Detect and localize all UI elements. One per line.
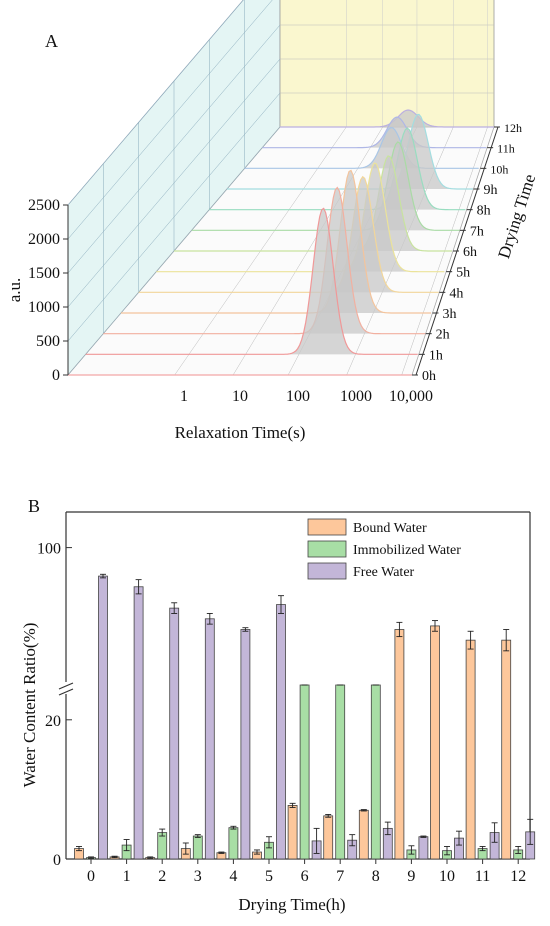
b-x-tick-label: 8: [372, 868, 380, 885]
a-z-tick-label: 2h: [436, 328, 450, 343]
bar-free-water-1: [133, 586, 144, 860]
legend-swatch-0: [307, 518, 347, 536]
a-z-axis: [415, 126, 499, 376]
legend-label-0: Bound Water: [353, 521, 427, 536]
curve-line-6h: [174, 155, 452, 252]
legend-label-2: Free Water: [353, 565, 415, 580]
bar-immobilized-water-6: [299, 684, 310, 860]
a-z-tick-label: 3h: [443, 307, 457, 322]
a-z-tick-label: 11h: [497, 142, 515, 156]
b-y-axis-title: Water Content Ratio(%): [20, 623, 39, 788]
curve-line-5h: [156, 162, 445, 273]
curve-line-12h: [280, 109, 494, 128]
curve-fill-3h: [121, 170, 433, 313]
a-x-axis-title: Relaxation Time(s): [175, 423, 306, 442]
legend-swatch-1: [307, 540, 347, 558]
a-z-tick-label: 6h: [463, 245, 477, 260]
chart-b-bars: [74, 573, 536, 860]
bar-free-water-3: [204, 618, 215, 860]
a-z-tick-label: 7h: [470, 224, 484, 239]
bar-bound-water-11: [465, 639, 476, 860]
panel-b-label: B: [28, 496, 40, 516]
curve-line-11h: [262, 116, 487, 149]
back-wall: [279, 0, 495, 128]
a-z-tick-label: 9h: [484, 183, 498, 198]
curve-line-2h: [103, 186, 426, 335]
a-z-tick-label: 0h: [422, 369, 436, 384]
curve-line-1h: [85, 207, 418, 355]
a-z-tick-label: 12h: [504, 121, 522, 135]
bar-free-water-2: [169, 607, 180, 860]
b-x-tick-label: 2: [158, 868, 166, 885]
a-y-tick-label: 500: [36, 333, 60, 350]
a-z-axis-title: Drying Time: [494, 172, 539, 261]
a-z-tick-label: 5h: [456, 266, 470, 281]
bar-free-water-0: [98, 575, 108, 860]
chart-a-axes: [63, 126, 500, 376]
b-y-tick-label: 0: [53, 852, 61, 869]
curve-fill-1h: [85, 208, 419, 355]
b-x-axis-title: Drying Time(h): [238, 895, 345, 914]
a-y-tick-label: 1500: [28, 265, 60, 282]
bar-bound-water-12: [501, 639, 512, 860]
bar-bound-water-7: [323, 815, 334, 860]
bar-immobilized-water-4: [228, 827, 239, 860]
a-x-tick-label: 10: [232, 388, 248, 405]
b-x-tick-label: 9: [407, 868, 415, 885]
b-x-tick-label: 6: [301, 868, 309, 885]
a-z-tick-label: 8h: [477, 204, 491, 219]
a-y-axis-title: a.u.: [5, 278, 24, 303]
chart-a-labels: 0 500 1000 1500 2000 2500 1 10 100 1000 10,000 0h 1h…: [5, 31, 539, 442]
bar-bound-water-9: [394, 629, 405, 860]
a-z-tick-label: 1h: [429, 348, 443, 363]
panel-a-label: A: [45, 31, 58, 51]
chart-a-curves: [68, 109, 494, 376]
b-x-tick-label: 12: [510, 868, 526, 885]
axis-break-gap: [58, 682, 74, 694]
a-z-tick-label: 4h: [449, 286, 463, 301]
a-x-tick-label: 1000: [340, 388, 372, 405]
a-x-tick-label: 100: [286, 388, 310, 405]
a-y-tick-label: 0: [52, 367, 60, 384]
legend-label-1: Immobilized Water: [353, 543, 461, 558]
bar-bound-water-10: [430, 625, 440, 860]
panel-a: 0 500 1000 1500 2000 2500 1 10 100 1000 10,000 0h 1h…: [5, 0, 539, 442]
bar-free-water-4: [240, 629, 251, 860]
bar-free-water-5: [276, 604, 286, 860]
bar-immobilized-water-7: [335, 684, 346, 860]
bar-free-water-9: [418, 836, 429, 860]
axis-break-mark: [58, 682, 74, 690]
b-x-tick-label: 11: [475, 868, 490, 885]
bar-immobilized-water-8: [370, 684, 381, 860]
bar-bound-water-6: [287, 805, 298, 860]
b-y-tick-label: 100: [37, 541, 61, 558]
bar-bound-water-8: [358, 809, 369, 860]
b-y-tick-label: 20: [45, 713, 61, 730]
b-x-tick-label: 4: [229, 868, 237, 885]
a-z-tick-label: 10h: [490, 162, 508, 176]
b-x-tick-label: 1: [123, 868, 131, 885]
b-x-tick-label: 3: [194, 868, 202, 885]
a-x-tick-label: 10,000: [389, 388, 433, 405]
b-x-tick-label: 5: [265, 868, 273, 885]
legend-swatch-2: [307, 562, 347, 580]
axis-break-mark: [58, 688, 74, 696]
curve-line-10h: [244, 126, 479, 169]
a-y-tick-label: 1000: [28, 299, 60, 316]
a-y-tick-label: 2000: [28, 231, 60, 248]
a-y-tick-label: 2500: [28, 197, 60, 214]
curve-fill-2h: [103, 187, 426, 334]
a-x-tick-label: 1: [180, 388, 188, 405]
curve-line-4h: [138, 175, 439, 293]
b-x-tick-label: 10: [439, 868, 455, 885]
bar-immobilized-water-2: [157, 832, 168, 860]
b-x-tick-label: 7: [336, 868, 344, 885]
b-x-tick-label: 0: [87, 868, 95, 885]
bar-immobilized-water-3: [192, 835, 203, 860]
curve-line-3h: [121, 169, 431, 314]
chart-b-legend: Bound Water Immobilized Water Free Water: [307, 518, 461, 580]
